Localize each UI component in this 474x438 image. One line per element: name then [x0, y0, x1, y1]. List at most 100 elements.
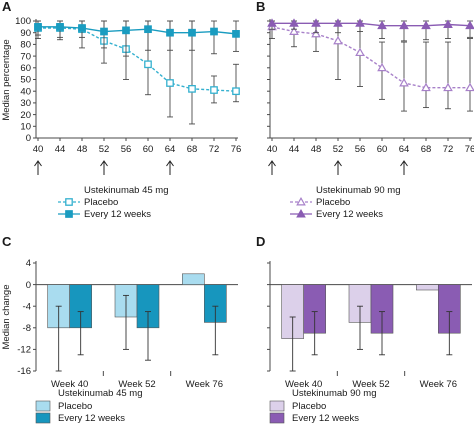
legend-label: Every 12 weeks — [84, 209, 151, 220]
x-tick-label: 64 — [399, 144, 410, 155]
x-category-label: Week 40 — [51, 379, 88, 390]
x-category-label: Week 76 — [420, 379, 457, 390]
legend-swatch-marker — [296, 208, 306, 218]
x-category-label: Week 52 — [352, 379, 389, 390]
data-point — [443, 19, 453, 28]
legend-swatch-marker — [65, 210, 73, 218]
y-tick-label: 70 — [20, 51, 31, 62]
y-tick-label: 60 — [20, 63, 31, 74]
panel-letter: C — [2, 234, 12, 249]
data-point — [355, 47, 365, 57]
data-point — [78, 24, 86, 32]
data-point — [399, 20, 409, 30]
legend-swatch — [269, 412, 285, 424]
data-point — [311, 18, 321, 27]
data-point — [377, 20, 387, 30]
legend-title: Ustekinumab 45 mg — [84, 185, 168, 196]
data-point — [144, 60, 152, 69]
legend-label: Every 12 weeks — [58, 413, 125, 424]
x-tick-label: 72 — [443, 144, 454, 155]
x-tick-label: 48 — [77, 144, 88, 155]
y-tick-label: -8 — [23, 323, 31, 334]
data-point — [465, 20, 474, 30]
data-point — [34, 22, 42, 31]
y-tick-label: 50 — [20, 75, 31, 86]
y-axis-title: Median change — [1, 285, 12, 350]
data-point — [232, 30, 240, 38]
y-tick-label: 40 — [20, 86, 31, 97]
panel-letter: D — [256, 234, 265, 249]
legend-label: Placebo — [292, 401, 326, 412]
data-point — [122, 26, 130, 35]
x-tick-label: 40 — [33, 144, 44, 155]
data-point — [421, 20, 431, 30]
legend-swatch-marker — [296, 196, 306, 206]
data-point — [333, 35, 343, 45]
legend-label: Placebo — [84, 197, 118, 208]
x-tick-label: 76 — [465, 144, 474, 155]
series-line — [272, 22, 471, 27]
x-tick-label: 44 — [289, 144, 300, 155]
series-line — [38, 26, 237, 35]
data-point — [289, 26, 299, 35]
legend-label: Placebo — [316, 197, 350, 208]
y-axis-title: Median percentage — [1, 39, 12, 120]
data-point — [421, 82, 431, 92]
x-tick-label: 52 — [99, 144, 110, 155]
y-tick-label: -16 — [17, 366, 31, 377]
legend-swatch — [35, 412, 51, 424]
data-point — [100, 27, 108, 36]
legend-title: Ustekinumab 90 mg — [316, 185, 400, 196]
dosing-arrow-head — [166, 160, 174, 167]
legend-swatch-marker — [65, 198, 73, 206]
data-point — [311, 28, 321, 38]
data-point — [267, 18, 277, 27]
x-category-label: Week 40 — [285, 379, 322, 390]
dosing-arrow-head — [34, 160, 42, 167]
data-point — [210, 27, 218, 36]
legend-title: Ustekinumab 90 mg — [292, 388, 376, 399]
y-tick-label: -12 — [17, 345, 31, 356]
data-point — [465, 82, 474, 92]
bar — [182, 273, 205, 285]
panel-letter: B — [256, 0, 265, 14]
y-tick-label: 10 — [20, 122, 31, 133]
data-point — [166, 28, 174, 37]
data-point — [188, 85, 196, 93]
x-tick-label: 48 — [311, 144, 322, 155]
data-point — [144, 25, 152, 34]
y-tick-label: 0 — [26, 280, 31, 291]
x-tick-label: 44 — [55, 144, 66, 155]
data-point — [210, 86, 218, 94]
x-tick-label: 64 — [165, 144, 176, 155]
x-category-label: Week 52 — [118, 379, 155, 390]
x-tick-label: 72 — [209, 144, 220, 155]
dosing-arrow-head — [400, 160, 408, 167]
y-tick-label: 20 — [20, 110, 31, 121]
x-tick-label: 68 — [421, 144, 432, 155]
x-tick-label: 60 — [143, 144, 154, 155]
y-tick-label: 0 — [26, 133, 31, 144]
x-tick-label: 56 — [121, 144, 132, 155]
y-tick-label: 80 — [20, 40, 31, 51]
x-tick-label: 68 — [187, 144, 198, 155]
data-point — [443, 82, 453, 92]
series-line — [38, 27, 237, 92]
y-tick-label: -4 — [23, 301, 31, 312]
x-category-label: Week 76 — [186, 379, 223, 390]
data-point — [188, 28, 196, 37]
legend-swatch — [35, 400, 51, 412]
legend-title: Ustekinumab 45 mg — [58, 388, 142, 399]
y-tick-label: 4 — [26, 258, 31, 269]
data-point — [166, 79, 174, 87]
dosing-arrow-head — [268, 160, 276, 167]
data-point — [377, 62, 387, 72]
legend-label: Every 12 weeks — [316, 209, 383, 220]
data-point — [289, 18, 299, 27]
legend-label: Placebo — [58, 401, 92, 412]
dosing-arrow-head — [334, 160, 342, 167]
panel-letter: A — [2, 0, 12, 14]
data-point — [56, 22, 64, 31]
x-tick-label: 60 — [377, 144, 388, 155]
